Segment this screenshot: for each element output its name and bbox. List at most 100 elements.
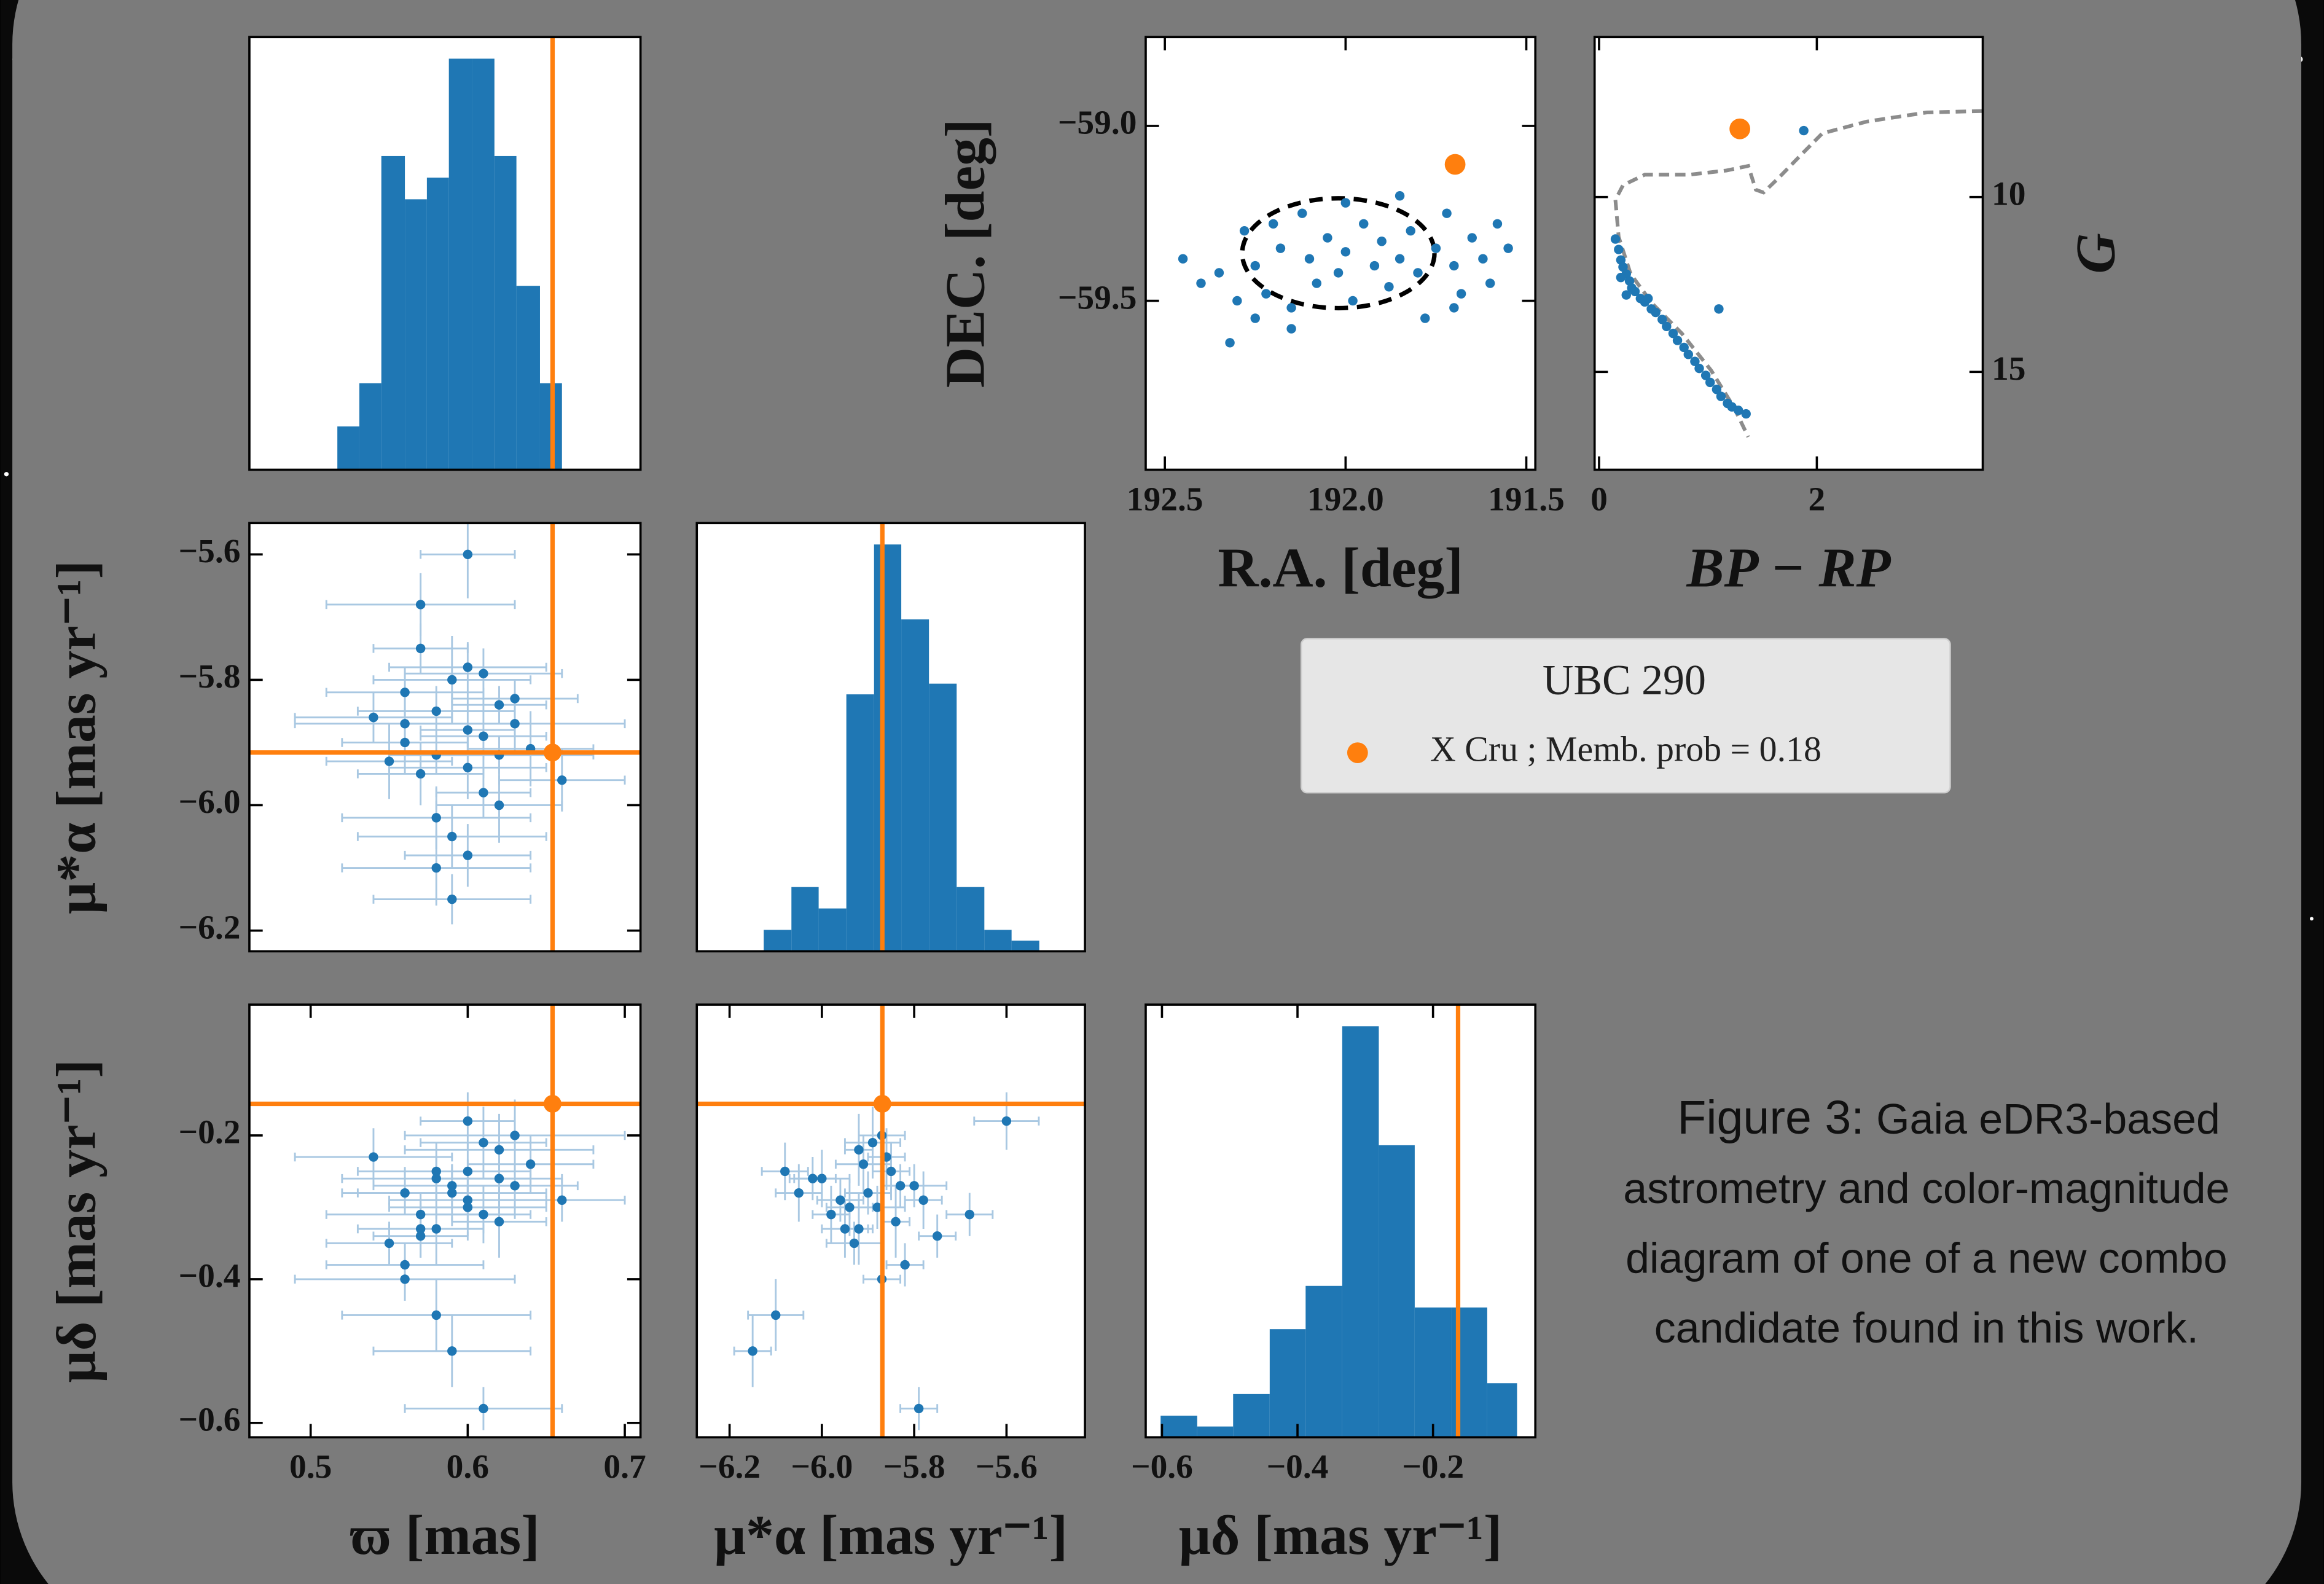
- subplot: 0.5 0.6 0.7 −0.2 −0.4 −0.6 ϖ [mas] μδ [mas yr⁻¹…: [44, 1003, 646, 1566]
- point: [867, 1137, 878, 1148]
- point: [1297, 208, 1307, 218]
- bar: [1233, 1394, 1270, 1438]
- point: [1377, 237, 1387, 246]
- point: [1268, 219, 1278, 229]
- point: [463, 725, 473, 735]
- x-axis-label: ϖ [mas]: [350, 1504, 540, 1566]
- point: [872, 1202, 882, 1212]
- point: [1369, 261, 1380, 271]
- bar: [929, 683, 957, 952]
- point: [463, 1116, 473, 1126]
- plot-frame: [695, 1003, 1086, 1439]
- point: [510, 719, 520, 729]
- plot-body: [1178, 154, 1513, 348]
- caption-line: diagram of one of a new combo: [1626, 1234, 2228, 1282]
- point: [525, 1159, 536, 1169]
- point: [748, 1346, 757, 1356]
- bar: [1011, 940, 1039, 952]
- y-tick-label: 15: [1992, 350, 2025, 387]
- point: [510, 1131, 520, 1140]
- point: [1395, 191, 1405, 201]
- point: [1679, 342, 1689, 353]
- legend-title: UBC 290: [1543, 657, 1706, 704]
- x-tick-label: 0.6: [447, 1448, 489, 1485]
- point: [369, 1152, 378, 1162]
- plot-frame: [1144, 1003, 1537, 1439]
- bar: [818, 908, 847, 952]
- caption-text: Gaia eDR3-based: [1876, 1095, 2220, 1143]
- point: [1668, 328, 1678, 339]
- y-tick-label: 10: [1992, 174, 2025, 212]
- point: [431, 1166, 441, 1177]
- x-axis-label: μδ [mas yr⁻¹]: [1179, 1504, 1502, 1566]
- point: [1643, 294, 1653, 304]
- point: [1312, 278, 1321, 288]
- point: [1799, 125, 1809, 136]
- y-tick-label: −5.6: [179, 532, 241, 570]
- subplot: −0.6 −0.4 −0.2 μδ [mas yr⁻¹]: [1131, 1003, 1537, 1566]
- point: [1286, 303, 1296, 313]
- point: [1196, 278, 1206, 288]
- point: [494, 700, 504, 710]
- point: [1304, 254, 1315, 264]
- point: [1261, 289, 1271, 299]
- point: [400, 719, 410, 729]
- point: [1610, 234, 1621, 244]
- x-tick-label: 192.0: [1307, 480, 1384, 517]
- plot-body: [1160, 1005, 1517, 1438]
- bar: [984, 930, 1012, 952]
- highlight-point: [1444, 154, 1466, 175]
- point: [1406, 225, 1415, 236]
- bar: [448, 58, 473, 470]
- point: [1492, 219, 1503, 229]
- point: [1239, 225, 1250, 236]
- point: [1694, 363, 1704, 374]
- highlight-point: [543, 743, 561, 762]
- plot-area: [249, 1005, 641, 1438]
- bar: [1197, 1426, 1234, 1438]
- point: [1485, 278, 1495, 288]
- point: [1442, 208, 1452, 218]
- bar: [1305, 1285, 1342, 1438]
- point: [858, 1159, 869, 1169]
- x-tick-label: −5.8: [883, 1448, 945, 1485]
- x-axis-label: μ*α [mas yr⁻¹]: [714, 1504, 1068, 1566]
- point: [794, 1188, 804, 1198]
- point: [1672, 335, 1683, 345]
- bar: [764, 930, 792, 952]
- plot-frame: [695, 522, 1086, 953]
- bar: [874, 544, 902, 952]
- point: [1286, 324, 1296, 334]
- point: [771, 1310, 781, 1320]
- point: [431, 1310, 441, 1320]
- x-tick-label: 2: [1809, 480, 1826, 517]
- point: [1716, 391, 1726, 401]
- x-tick-label: −6.2: [698, 1448, 761, 1485]
- point: [808, 1174, 818, 1183]
- point: [835, 1195, 845, 1205]
- caption-line: astrometry and color-magnitude: [1623, 1164, 2229, 1212]
- point: [400, 1274, 410, 1284]
- plot-frame: [248, 1003, 642, 1439]
- plot-area: [1145, 37, 1536, 470]
- bar: [405, 199, 427, 470]
- bar: [846, 694, 874, 952]
- caption-label: Figure 3:: [1677, 1091, 1864, 1144]
- point: [415, 600, 426, 610]
- point: [863, 1188, 873, 1198]
- highlight-point: [1729, 118, 1750, 139]
- bar: [957, 887, 985, 952]
- point: [1690, 356, 1700, 366]
- y-axis-label: G: [2064, 233, 2126, 273]
- point: [1478, 254, 1488, 264]
- plot-body: [1610, 109, 1982, 438]
- x-tick-label: 191.5: [1488, 480, 1565, 517]
- point: [447, 1181, 457, 1191]
- legend-marker: [1347, 742, 1368, 763]
- y-tick-label: −0.6: [179, 1401, 241, 1438]
- highlight-point: [543, 1095, 561, 1113]
- point: [479, 1137, 488, 1148]
- point: [1449, 303, 1459, 313]
- point: [1614, 245, 1624, 254]
- caption-line: Figure 3: Gaia eDR3-based: [1677, 1091, 2220, 1144]
